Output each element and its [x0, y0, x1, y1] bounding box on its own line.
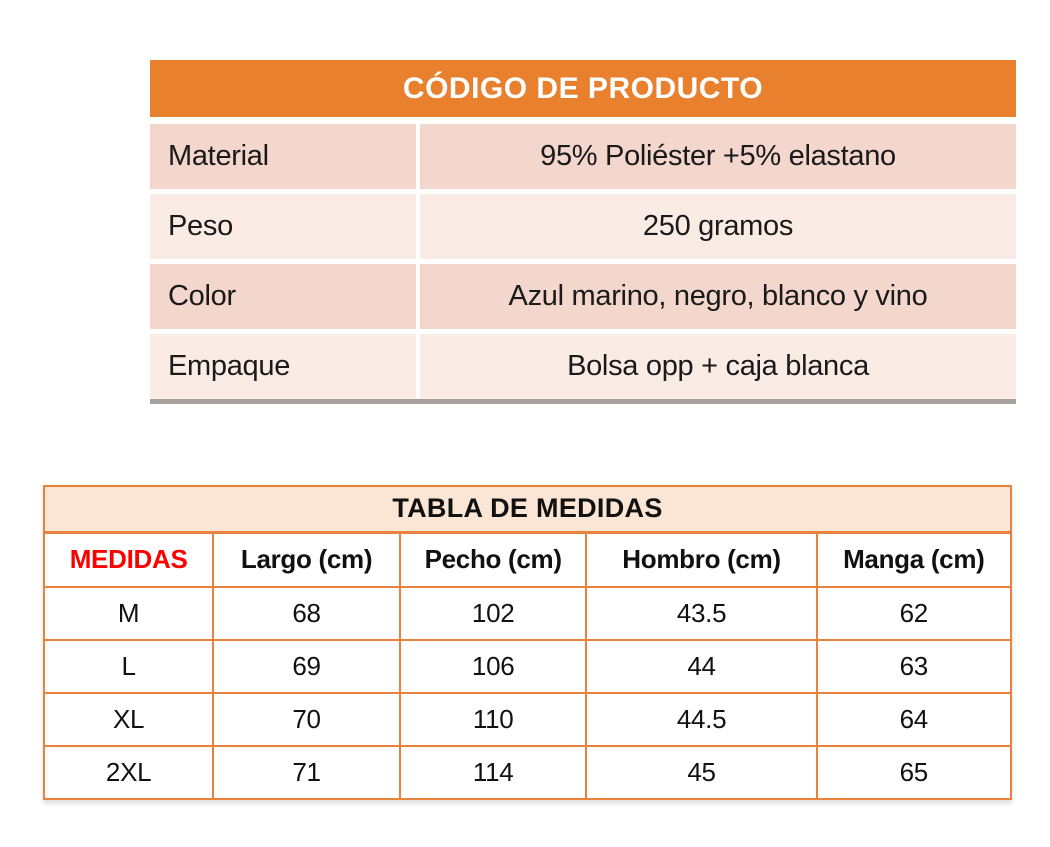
largo-cell: 70: [212, 692, 401, 747]
product-row-value: 95% Poliéster +5% elastano: [420, 124, 1016, 189]
column-header-medidas: MEDIDAS: [42, 531, 215, 588]
largo-cell: 71: [212, 745, 401, 800]
column-header-pecho: Pecho (cm): [398, 531, 588, 588]
size-row-xl: XL 70 110 44.5 64: [42, 692, 1013, 747]
product-row-material: Material 95% Poliéster +5% elastano: [150, 124, 1016, 189]
size-measurements-table: TABLA DE MEDIDAS MEDIDAS Largo (cm) Pech…: [42, 485, 1013, 800]
manga-cell: 63: [815, 639, 1013, 694]
product-info-table: CÓDIGO DE PRODUCTO Material 95% Poliéste…: [150, 60, 1016, 404]
product-row-value: Azul marino, negro, blanco y vino: [420, 264, 1016, 329]
manga-cell: 64: [815, 692, 1013, 747]
size-cell: 2XL: [42, 745, 215, 800]
manga-cell: 62: [815, 586, 1013, 641]
size-row-2xl: 2XL 71 114 45 65: [42, 745, 1013, 800]
product-table-body: Material 95% Poliéster +5% elastano Peso…: [150, 124, 1016, 399]
product-row-peso: Peso 250 gramos: [150, 194, 1016, 259]
size-cell: M: [42, 586, 215, 641]
product-row-label: Empaque: [150, 334, 416, 399]
hombro-cell: 43.5: [585, 586, 818, 641]
pecho-cell: 106: [398, 639, 588, 694]
product-table-title: CÓDIGO DE PRODUCTO: [150, 60, 1016, 117]
product-row-value: Bolsa opp + caja blanca: [420, 334, 1016, 399]
largo-cell: 69: [212, 639, 401, 694]
column-header-manga: Manga (cm): [815, 531, 1013, 588]
hombro-cell: 45: [585, 745, 818, 800]
size-cell: XL: [42, 692, 215, 747]
pecho-cell: 110: [398, 692, 588, 747]
product-row-label: Peso: [150, 194, 416, 259]
pecho-cell: 102: [398, 586, 588, 641]
product-row-color: Color Azul marino, negro, blanco y vino: [150, 264, 1016, 329]
size-row-m: M 68 102 43.5 62: [42, 586, 1013, 641]
size-table-title: TABLA DE MEDIDAS: [43, 485, 1012, 534]
size-table-header-row: MEDIDAS Largo (cm) Pecho (cm) Hombro (cm…: [42, 531, 1013, 588]
product-row-empaque: Empaque Bolsa opp + caja blanca: [150, 334, 1016, 399]
pecho-cell: 114: [398, 745, 588, 800]
largo-cell: 68: [212, 586, 401, 641]
size-cell: L: [42, 639, 215, 694]
product-row-value: 250 gramos: [420, 194, 1016, 259]
size-table-title-row: TABLA DE MEDIDAS: [43, 485, 1012, 534]
manga-cell: 65: [815, 745, 1013, 800]
hombro-cell: 44: [585, 639, 818, 694]
column-header-largo: Largo (cm): [212, 531, 401, 588]
hombro-cell: 44.5: [585, 692, 818, 747]
product-row-label: Material: [150, 124, 416, 189]
table-bottom-shadow: [150, 399, 1016, 404]
column-header-hombro: Hombro (cm): [585, 531, 818, 588]
product-row-label: Color: [150, 264, 416, 329]
size-row-l: L 69 106 44 63: [42, 639, 1013, 694]
